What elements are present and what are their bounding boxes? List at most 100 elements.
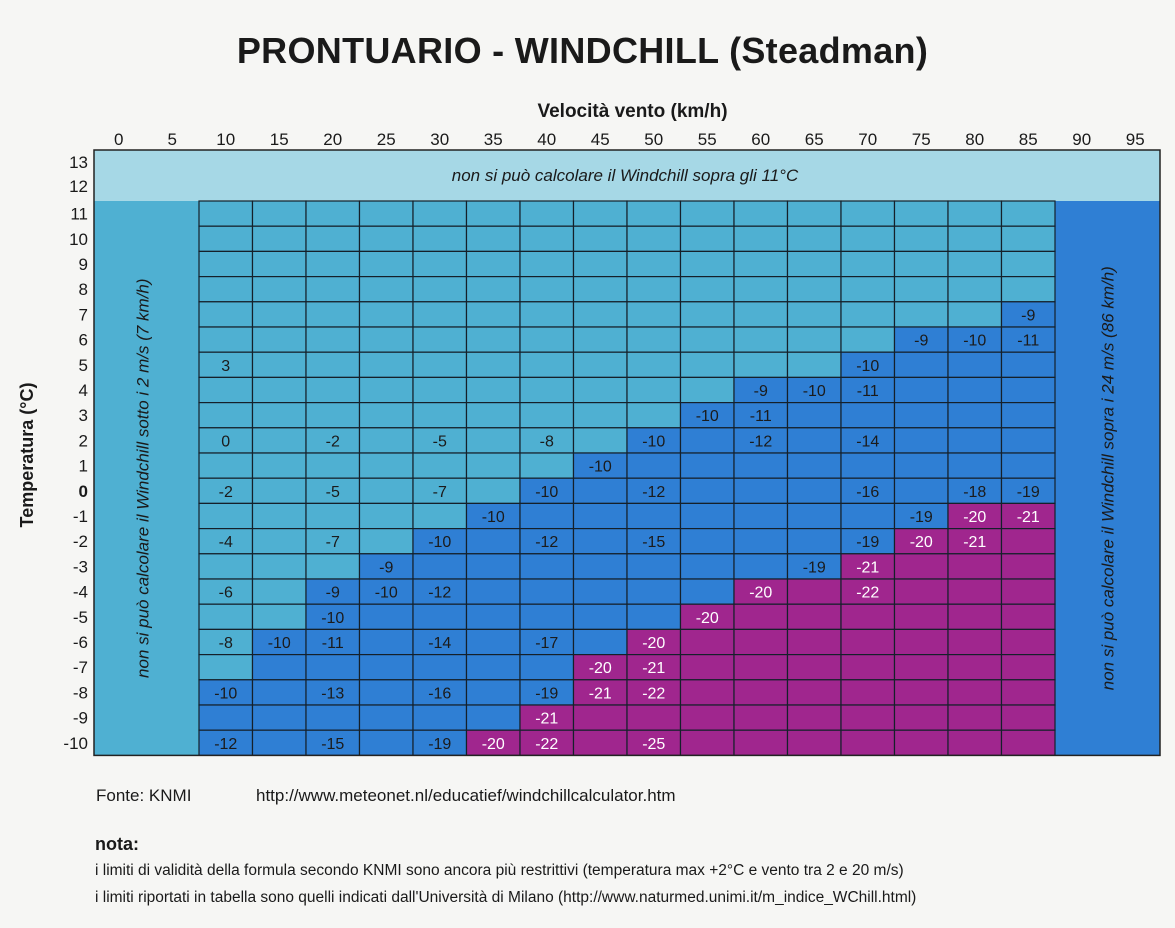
heatmap-cell — [251, 351, 307, 379]
heatmap-cell — [733, 250, 789, 278]
heatmap-cell — [733, 603, 789, 631]
heatmap-cell — [679, 679, 735, 706]
heatmap-cell — [572, 225, 628, 252]
heatmap-cell — [519, 301, 575, 328]
top-band-text: non si può calcolare il Windchill sopra … — [452, 166, 799, 185]
heatmap-cell — [679, 704, 735, 731]
nota-line-2: i limiti riportati in tabella sono quell… — [95, 889, 917, 906]
windchill-value: -12 — [535, 534, 558, 551]
y-axis-label: Temperatura (°C) — [17, 383, 37, 528]
heatmap-cell — [947, 326, 1003, 353]
heatmap-cell — [519, 225, 575, 252]
heatmap-cell — [893, 200, 949, 227]
heatmap-cell — [1000, 553, 1056, 580]
heatmap-cell — [465, 527, 521, 555]
heatmap-cell — [572, 376, 628, 404]
windchill-value: -19 — [856, 534, 879, 551]
heatmap-cell — [786, 653, 842, 681]
heatmap-cell — [679, 301, 735, 328]
heatmap-cell — [465, 225, 521, 252]
heatmap-cell — [840, 502, 896, 530]
x-tick-label: 45 — [591, 130, 610, 149]
heatmap-cell — [733, 628, 789, 656]
heatmap-cell — [572, 729, 628, 757]
heatmap-cell — [893, 276, 949, 303]
heatmap-cell — [733, 427, 789, 454]
heatmap-cell — [465, 603, 521, 631]
heatmap-cell — [412, 553, 468, 580]
heatmap-cell — [358, 351, 414, 379]
heatmap-cell — [412, 402, 468, 429]
windchill-value: -7 — [433, 484, 447, 501]
heatmap-cell — [1000, 477, 1056, 505]
heatmap-cell — [786, 452, 842, 479]
heatmap-cell — [305, 326, 361, 353]
heatmap-cell — [786, 729, 842, 757]
heatmap-cell — [412, 653, 468, 681]
heatmap-cell — [1000, 527, 1056, 555]
x-tick-label: 70 — [858, 130, 877, 149]
windchill-value: -20 — [749, 585, 772, 602]
y-tick-label: 6 — [79, 331, 88, 350]
heatmap-cell — [572, 628, 628, 656]
heatmap-cell — [412, 679, 468, 706]
heatmap-cell — [358, 679, 414, 706]
windchill-value: -14 — [428, 635, 451, 652]
nota-title: nota: — [95, 834, 139, 854]
heatmap-cell — [679, 250, 735, 278]
windchill-value: -10 — [803, 383, 826, 400]
heatmap-cell — [786, 250, 842, 278]
heatmap-cell — [198, 301, 254, 328]
windchill-value: -21 — [589, 685, 612, 702]
windchill-value: -4 — [219, 534, 233, 551]
heatmap-cell — [679, 628, 735, 656]
heatmap-cell — [519, 477, 575, 505]
heatmap-cell — [305, 351, 361, 379]
heatmap-cell — [893, 250, 949, 278]
heatmap-cell — [465, 502, 521, 530]
heatmap-cell — [251, 553, 307, 580]
heatmap-cell — [305, 402, 361, 429]
heatmap-cell — [893, 729, 949, 757]
heatmap-cell — [679, 527, 735, 555]
heatmap-cell — [679, 351, 735, 379]
windchill-value: -20 — [589, 660, 612, 677]
heatmap-cell — [893, 628, 949, 656]
windchill-value: -22 — [642, 685, 665, 702]
heatmap-cell — [733, 553, 789, 580]
heatmap-cell — [626, 250, 682, 278]
heatmap-cell — [733, 502, 789, 530]
heatmap-cell — [893, 653, 949, 681]
windchill-value: -2 — [219, 484, 233, 501]
heatmap-cell — [893, 376, 949, 404]
heatmap-cell — [358, 628, 414, 656]
heatmap-cell — [893, 301, 949, 328]
heatmap-cell — [305, 250, 361, 278]
heatmap-cell — [572, 578, 628, 605]
source-url[interactable]: http://www.meteonet.nl/educatief/windchi… — [256, 786, 676, 805]
heatmap-cell — [251, 250, 307, 278]
heatmap-cell — [840, 225, 896, 252]
heatmap-cell — [519, 502, 575, 530]
heatmap-cell — [572, 402, 628, 429]
windchill-value: -10 — [428, 534, 451, 551]
heatmap-cell — [519, 578, 575, 605]
heatmap-cell — [305, 553, 361, 580]
heatmap-cell — [786, 276, 842, 303]
windchill-value: -21 — [856, 559, 879, 576]
windchill-value: -12 — [214, 736, 237, 753]
heatmap-cell — [305, 704, 361, 731]
heatmap-cell — [572, 427, 628, 454]
heatmap-cell — [626, 502, 682, 530]
windchill-value: -10 — [535, 484, 558, 501]
heatmap-cell — [519, 200, 575, 227]
windchill-value: -20 — [696, 610, 719, 627]
heatmap-cell — [358, 402, 414, 429]
heatmap-cell — [198, 402, 254, 429]
windchill-value: -18 — [963, 484, 986, 501]
y-tick-label: 1 — [79, 457, 88, 476]
heatmap-cell — [733, 326, 789, 353]
heatmap-cell — [1000, 704, 1056, 731]
windchill-value: -10 — [642, 433, 665, 450]
windchill-value: 3 — [221, 358, 230, 375]
